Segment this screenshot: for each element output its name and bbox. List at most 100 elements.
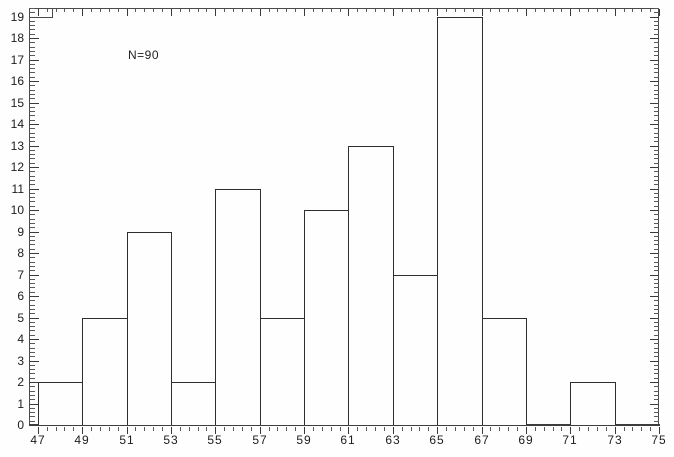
y-minor-tick-right [654,51,659,52]
y-minor-tick-right [654,257,659,258]
x-minor-tick-top [91,9,92,12]
x-major-tick-bottom [348,427,349,434]
x-minor-tick-bottom [535,427,536,431]
x-minor-tick-top [100,9,101,12]
y-minor-tick-right [654,421,659,422]
y-minor-tick-left [30,201,35,202]
histogram-bar [482,318,527,425]
histogram-bar [348,146,394,425]
x-minor-tick-top [588,9,589,12]
x-major-tick-top [482,9,483,16]
x-minor-tick-top [597,9,598,12]
y-minor-tick-right [654,305,659,306]
x-minor-tick-top [269,9,270,12]
y-minor-tick-left [30,408,35,409]
y-minor-tick-right [654,219,659,220]
y-minor-tick-left [30,236,35,237]
y-minor-tick-right [654,25,659,26]
x-minor-tick-top [198,9,199,12]
y-minor-tick-left [30,77,35,78]
x-major-tick-top [38,9,39,16]
y-minor-tick-left [30,399,35,400]
y-minor-tick-right [654,300,659,301]
y-minor-tick-right [654,77,659,78]
x-minor-tick-bottom [624,427,625,431]
x-minor-tick-bottom [402,427,403,431]
y-major-tick-right [650,38,658,39]
y-minor-tick-left [30,412,35,413]
x-minor-tick-top [47,9,48,12]
x-minor-tick-bottom [118,427,119,431]
x-minor-tick-top [455,9,456,12]
y-major-tick-left [30,210,39,211]
y-major-tick-left [30,339,39,340]
y-minor-tick-right [654,85,659,86]
y-minor-tick-left [30,279,35,280]
y-minor-tick-right [654,171,659,172]
y-minor-tick-right [654,193,659,194]
y-minor-tick-left [30,90,35,91]
y-minor-tick-left [30,158,35,159]
x-major-tick-top [615,9,616,16]
y-minor-tick-right [654,42,659,43]
x-minor-tick-bottom [553,427,554,431]
y-minor-tick-left [30,94,35,95]
y-minor-tick-right [654,214,659,215]
y-major-tick-left [30,146,39,147]
x-minor-tick-bottom [446,427,447,431]
y-minor-tick-left [30,356,35,357]
x-minor-tick-top [419,9,420,12]
y-minor-tick-left [30,98,35,99]
y-minor-tick-left [30,335,35,336]
y-minor-tick-left [30,249,35,250]
x-minor-tick-bottom [135,427,136,431]
y-minor-tick-right [654,111,659,112]
y-minor-tick-right [654,399,659,400]
y-minor-tick-left [30,240,35,241]
y-minor-tick-right [654,352,659,353]
y-minor-tick-left [30,128,35,129]
y-major-tick-left [30,81,39,82]
x-axis-tick-label: 73 [607,433,623,447]
histogram-bar [171,382,216,425]
y-minor-tick-left [30,180,35,181]
y-minor-tick-right [654,55,659,56]
axis-corner-mark-horizontal [29,17,52,18]
x-minor-tick-bottom [269,427,270,431]
x-minor-tick-top [579,9,580,12]
y-minor-tick-right [654,240,659,241]
x-minor-tick-bottom [490,427,491,431]
x-minor-tick-bottom [544,427,545,431]
y-major-tick-left [30,189,39,190]
histogram-bar [393,275,438,425]
x-minor-tick-bottom [224,427,225,431]
x-minor-tick-top [464,9,465,12]
y-minor-tick-right [654,137,659,138]
x-minor-tick-top [144,9,145,12]
y-minor-tick-left [30,64,35,65]
y-minor-tick-right [654,330,659,331]
y-major-tick-right [650,296,658,297]
x-minor-tick-bottom [340,427,341,431]
y-minor-tick-left [30,154,35,155]
plot-area: N=90 [29,8,660,434]
x-minor-tick-top [206,9,207,12]
x-axis-tick-label: 75 [651,433,667,447]
x-axis-tick-label: 49 [74,433,90,447]
y-minor-tick-right [654,373,659,374]
x-minor-tick-top [446,9,447,12]
x-minor-tick-top [153,9,154,12]
x-minor-tick-top [402,9,403,12]
y-minor-tick-right [654,68,659,69]
y-major-tick-left [30,275,39,276]
histogram-bar [260,318,305,425]
x-minor-tick-bottom [73,427,74,431]
x-minor-tick-top [490,9,491,12]
y-minor-tick-right [654,416,659,417]
y-minor-tick-right [654,262,659,263]
x-axis-tick-label: 65 [429,433,445,447]
y-minor-tick-left [30,305,35,306]
y-minor-tick-left [30,309,35,310]
x-minor-tick-bottom [419,427,420,431]
x-minor-tick-top [535,9,536,12]
